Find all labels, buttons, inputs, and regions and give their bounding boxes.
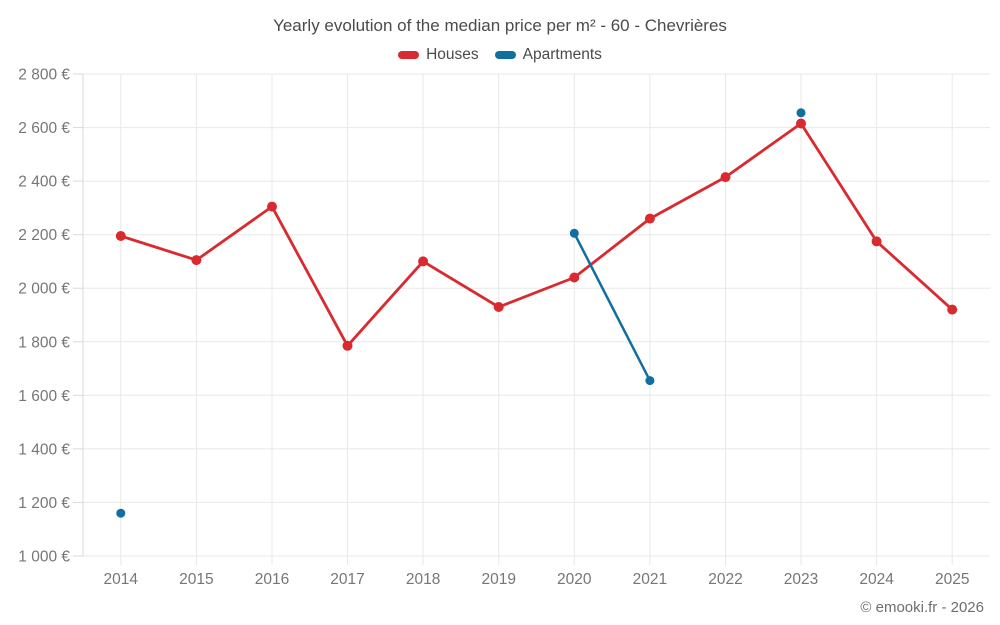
houses-line-segment	[346, 259, 425, 348]
y-axis-label: 2 200 €	[18, 227, 70, 244]
x-axis-label: 2018	[406, 571, 440, 588]
houses-line-segment	[194, 205, 274, 262]
houses-line-segment	[648, 175, 727, 221]
houses-data-point[interactable]	[871, 236, 882, 247]
legend-label-houses: Houses	[426, 46, 479, 63]
x-axis-label: 2025	[935, 571, 969, 588]
houses-data-point[interactable]	[796, 118, 806, 129]
y-axis-label: 2 800 €	[18, 67, 70, 84]
houses-line-segment	[875, 239, 954, 312]
legend-item-apartments[interactable]: Apartments	[494, 46, 602, 64]
houses-line-segment	[799, 122, 878, 243]
apartments-data-point[interactable]	[569, 228, 579, 238]
houses-data-point[interactable]	[644, 213, 655, 224]
x-axis-label: 2015	[179, 571, 213, 588]
houses-data-point[interactable]	[267, 201, 277, 212]
chart-legend: Houses Apartments	[0, 46, 1000, 64]
x-axis-label: 2016	[255, 571, 289, 588]
x-axis-label: 2017	[330, 571, 364, 588]
y-axis-label: 2 600 €	[18, 120, 70, 137]
y-axis-label: 1 400 €	[18, 441, 70, 458]
copyright-footer: © emooki.fr - 2026	[860, 599, 984, 616]
x-axis-label: 2019	[481, 571, 515, 588]
x-axis-label: 2022	[708, 571, 742, 588]
apartments-line-segment	[573, 232, 652, 382]
houses-data-point[interactable]	[115, 231, 126, 241]
y-axis-label: 1 600 €	[18, 388, 70, 405]
houses-line-segment	[497, 276, 576, 309]
apartments-data-point[interactable]	[645, 376, 655, 386]
houses-line-segment	[572, 217, 652, 279]
legend-label-apartments: Apartments	[522, 46, 602, 63]
y-axis-label: 1 200 €	[18, 495, 70, 512]
houses-line-segment	[270, 205, 349, 348]
x-axis-label: 2020	[557, 571, 592, 588]
x-axis-label: 2023	[784, 571, 818, 588]
y-axis-label: 2 000 €	[18, 281, 70, 298]
x-axis-label: 2021	[633, 571, 667, 588]
houses-data-point[interactable]	[569, 272, 580, 283]
houses-data-point[interactable]	[418, 256, 429, 267]
y-axis-label: 2 400 €	[18, 174, 70, 191]
houses-data-point[interactable]	[947, 304, 958, 315]
apartments-data-point[interactable]	[796, 108, 806, 118]
houses-data-point[interactable]	[493, 302, 504, 312]
apartments-data-point[interactable]	[116, 508, 126, 518]
legend-item-houses[interactable]: Houses	[398, 46, 479, 64]
houses-line-segment	[119, 234, 198, 262]
houses-legend-swatch-icon	[398, 51, 420, 59]
chart-title: Yearly evolution of the median price per…	[273, 16, 727, 35]
y-axis-label: 1 800 €	[18, 334, 70, 351]
houses-data-point[interactable]	[720, 172, 731, 183]
houses-line-segment	[421, 259, 501, 309]
x-axis-label: 2024	[859, 571, 894, 588]
y-axis-label: 1 000 €	[18, 549, 70, 566]
apartments-legend-swatch-icon	[494, 51, 516, 59]
x-axis-label: 2014	[104, 571, 139, 588]
houses-data-point[interactable]	[342, 340, 353, 351]
houses-line-segment	[724, 122, 803, 179]
houses-data-point[interactable]	[191, 255, 202, 266]
